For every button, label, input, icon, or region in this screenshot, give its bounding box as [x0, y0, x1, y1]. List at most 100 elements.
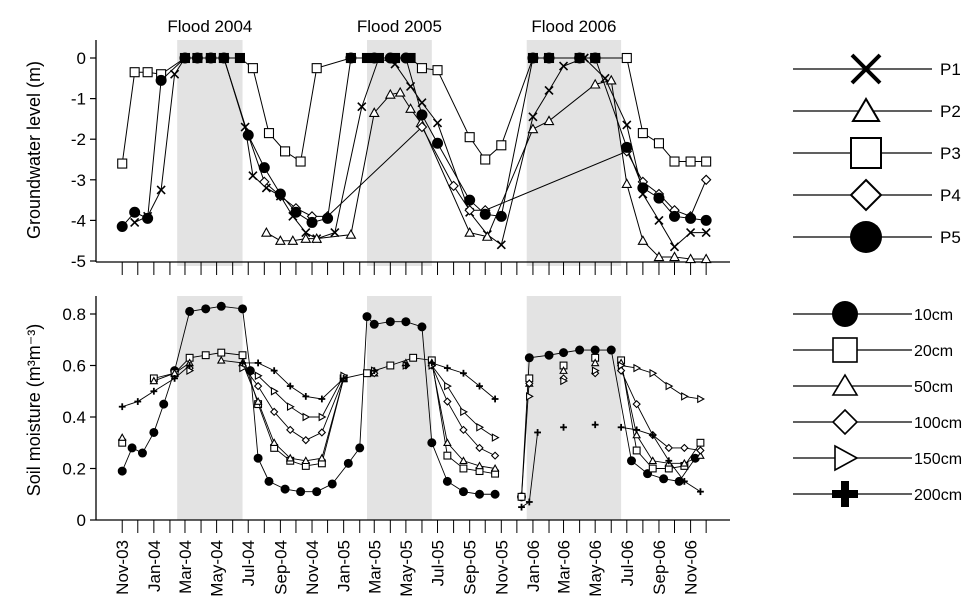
- point-150cm: [444, 381, 452, 391]
- point-200cm: [617, 423, 625, 431]
- point-10cm: [417, 322, 427, 332]
- x-stroke: [528, 112, 538, 122]
- legend-label-P4: P4: [940, 186, 961, 205]
- x-tick-label: May-05: [397, 540, 416, 597]
- point-150cm: [665, 381, 674, 391]
- point-P2: [527, 123, 539, 134]
- point-P3: [311, 63, 322, 74]
- point-P2: [274, 235, 286, 245]
- point-150cm: [526, 392, 534, 401]
- legend-label-100cm: 100cm: [914, 415, 962, 432]
- point-100cm: [286, 425, 295, 435]
- point-P3: [621, 52, 632, 64]
- legend-label-P1: P1: [940, 60, 961, 79]
- point-P2: [621, 178, 633, 189]
- point-P3: [129, 67, 140, 78]
- x-tick-label: Jul-06: [618, 540, 637, 586]
- legend-label-P5: P5: [940, 228, 961, 247]
- x-stroke: [622, 120, 632, 130]
- point-P5: [416, 109, 428, 121]
- point-150cm: [476, 422, 485, 432]
- point-200cm: [340, 374, 348, 382]
- point-100cm: [490, 451, 500, 460]
- legend-label-150cm: 150cm: [914, 451, 962, 468]
- point-50cm: [696, 451, 705, 459]
- flood-shade-bottom-1: [177, 296, 243, 520]
- point-100cm: [317, 428, 327, 437]
- top-y-axis-label: Groundwater level (m): [24, 61, 44, 239]
- x-tick-label: Sep-06: [650, 540, 669, 595]
- point-150cm: [591, 366, 600, 375]
- point-P2: [287, 235, 299, 245]
- point-200cm: [649, 431, 657, 439]
- point-100cm: [525, 379, 534, 388]
- x-tick-label: Mar-04: [176, 540, 195, 594]
- point-P1: [357, 102, 367, 112]
- series-line-50cm: [620, 362, 701, 464]
- point-P2: [311, 233, 323, 243]
- point-10cm: [575, 345, 585, 355]
- point-20cm: [459, 464, 468, 473]
- point-200cm: [534, 429, 542, 436]
- point-P2: [345, 228, 357, 239]
- point-P5: [290, 206, 302, 218]
- flood-shade-bottom-3: [526, 296, 622, 520]
- point-10cm: [201, 304, 211, 314]
- point-200cm: [118, 403, 126, 411]
- legend-item-50cm: 50cm: [793, 373, 953, 396]
- point-150cm: [560, 376, 569, 386]
- point-10cm: [590, 345, 600, 355]
- point-10cm: [159, 399, 169, 409]
- bottom-y-axis-label: Soil moisture (m³m⁻³): [24, 324, 44, 497]
- point-P3: [480, 154, 491, 165]
- point-P3: [117, 158, 128, 169]
- point-10cm: [401, 317, 411, 327]
- point-10cm: [253, 453, 263, 463]
- point-150cm: [491, 433, 500, 442]
- series-line-150cm: [621, 365, 701, 400]
- point-P1: [544, 85, 554, 96]
- legend-groundwater: P1 P2 P3 P4 P5: [793, 53, 961, 253]
- top-y-tick-label: 0: [77, 49, 86, 68]
- point-50cm: [648, 456, 658, 465]
- point-P2: [368, 107, 380, 117]
- point-P4: [259, 176, 270, 188]
- legend-marker-200cm: [841, 481, 849, 507]
- point-P5: [464, 194, 476, 206]
- point-200cm: [186, 362, 194, 369]
- point-P3: [685, 156, 696, 167]
- point-P4: [464, 204, 475, 216]
- point-10cm: [296, 487, 306, 497]
- point-20cm: [217, 348, 226, 357]
- point-P5: [384, 52, 396, 64]
- point-P5: [368, 52, 380, 64]
- point-10cm: [137, 448, 147, 458]
- bottom-y-tick-label: 0: [77, 511, 86, 530]
- point-100cm: [475, 443, 484, 453]
- point-P1: [301, 228, 311, 238]
- point-P1: [248, 171, 258, 181]
- x-tick-label: May-04: [208, 540, 227, 597]
- point-150cm: [254, 371, 263, 381]
- point-P1: [701, 228, 711, 238]
- point-P2: [481, 231, 493, 241]
- point-P2: [543, 115, 555, 126]
- point-200cm: [370, 367, 378, 375]
- point-10cm: [442, 476, 452, 486]
- series-line-200cm: [242, 362, 344, 400]
- series-200cm: [118, 359, 704, 511]
- point-50cm: [216, 355, 226, 364]
- legend-marker-P5: [850, 221, 882, 253]
- legend-marker-P1: [850, 53, 882, 85]
- x-stroke: [686, 228, 696, 238]
- point-P3: [496, 140, 507, 151]
- flood-label-1: Flood 2004: [167, 17, 252, 36]
- point-P1: [432, 118, 443, 128]
- legends: P1 P2 P3 P4 P5 10cm 20cm 50cm 100cm 150cm 200cm: [793, 53, 962, 507]
- point-P5: [274, 188, 286, 200]
- x-stroke: [544, 85, 554, 96]
- point-10cm: [544, 350, 554, 360]
- x-tick-label: Jan-05: [335, 540, 354, 592]
- legend-item-20cm: 20cm: [793, 337, 953, 363]
- x-stroke: [301, 228, 311, 238]
